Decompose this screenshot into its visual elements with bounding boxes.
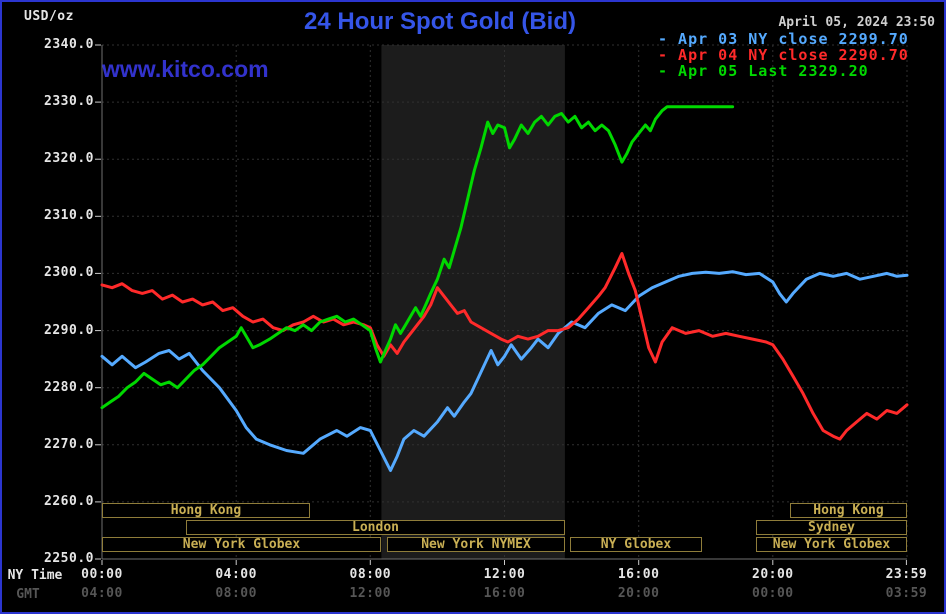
gmt-tick-label: 12:00 — [349, 586, 392, 601]
y-tick-label: 2320.0 — [44, 151, 94, 167]
chart-timestamp: April 05, 2024 23:50 — [778, 15, 935, 30]
ny-time-tick-label: 12:00 — [483, 567, 526, 582]
y-tick-label: 2310.0 — [44, 208, 94, 224]
series-line-apr04 — [100, 252, 909, 441]
y-axis-units-label: USD/oz — [24, 9, 74, 24]
gmt-tick-label: 03:59 — [885, 586, 928, 601]
gmt-tick-label: 00:00 — [752, 586, 794, 601]
y-tick-label: 2280.0 — [44, 379, 94, 395]
legend-item: - Apr 03 NY close 2299.70 — [658, 30, 909, 48]
ny-time-tick-label: 16:00 — [617, 567, 660, 582]
y-tick-label: 2300.0 — [44, 265, 94, 281]
kitco-watermark: www.kitco.com — [102, 56, 269, 82]
session-box-london: London — [186, 520, 565, 535]
y-tick-label: 2260.0 — [44, 493, 94, 509]
ny-time-tick-label: 08:00 — [349, 567, 392, 582]
session-box-new-york-globex: New York Globex — [102, 537, 381, 552]
ny-time-tick-label: 00:00 — [81, 567, 123, 582]
y-tick-label: 2270.0 — [44, 436, 94, 452]
series-line-apr03 — [100, 270, 909, 472]
y-tick-label: 2290.0 — [44, 322, 94, 338]
session-box-ny-globex: NY Globex — [570, 537, 702, 552]
legend-item: - Apr 04 NY close 2290.70 — [658, 46, 909, 64]
session-box-sydney: Sydney — [756, 520, 907, 535]
gmt-caption: GMT — [16, 587, 40, 602]
series-line-apr05 — [100, 105, 735, 410]
legend: - Apr 03 NY close 2299.70- Apr 04 NY clo… — [658, 31, 909, 79]
y-tick-label: 2340.0 — [44, 37, 94, 52]
gmt-tick-label: 04:00 — [81, 586, 123, 601]
gmt-tick-label: 16:00 — [483, 586, 526, 601]
gmt-tick-label: 20:00 — [617, 586, 660, 601]
nymex-session-band — [381, 45, 565, 559]
session-box-hong-kong: Hong Kong — [790, 503, 907, 518]
session-box-hong-kong: Hong Kong — [102, 503, 310, 518]
ny-time-tick-label: 20:00 — [752, 567, 794, 582]
ny-time-caption: NY Time — [7, 568, 63, 583]
session-box-new-york-globex: New York Globex — [756, 537, 907, 552]
ny-time-tick-label: 04:00 — [215, 567, 257, 582]
legend-item: - Apr 05 Last 2329.20 — [658, 62, 869, 80]
gmt-tick-label: 08:00 — [215, 586, 257, 601]
chart-title: 24 Hour Spot Gold (Bid) — [304, 8, 576, 35]
ny-time-tick-label: 23:59 — [885, 567, 928, 582]
y-tick-label: 2330.0 — [44, 94, 94, 110]
y-tick-label: 2250.0 — [44, 551, 94, 566]
session-box-new-york-nymex: New York NYMEX — [387, 537, 565, 552]
